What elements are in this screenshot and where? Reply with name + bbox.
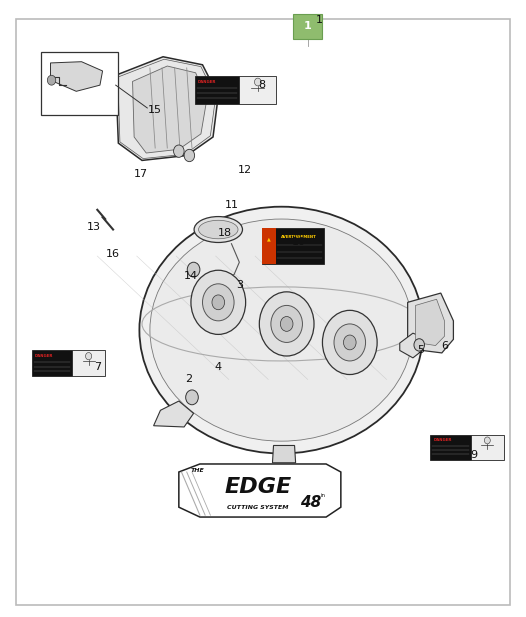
Polygon shape xyxy=(416,299,444,346)
Circle shape xyxy=(47,75,56,85)
Text: DANGER: DANGER xyxy=(198,80,216,84)
FancyBboxPatch shape xyxy=(32,350,72,376)
Polygon shape xyxy=(400,333,421,358)
Text: 3: 3 xyxy=(236,280,243,290)
Ellipse shape xyxy=(199,220,238,239)
FancyBboxPatch shape xyxy=(72,350,105,376)
FancyBboxPatch shape xyxy=(239,76,276,104)
Circle shape xyxy=(174,145,184,157)
Text: 10: 10 xyxy=(292,237,306,247)
Text: AVERTISSEMENT: AVERTISSEMENT xyxy=(281,235,317,239)
Circle shape xyxy=(187,262,200,277)
FancyBboxPatch shape xyxy=(262,228,276,264)
Text: in: in xyxy=(320,493,326,498)
Circle shape xyxy=(271,305,302,342)
Text: 11: 11 xyxy=(225,200,238,210)
Circle shape xyxy=(212,295,225,310)
Text: 8: 8 xyxy=(258,80,266,90)
Circle shape xyxy=(203,284,234,321)
FancyBboxPatch shape xyxy=(471,435,504,460)
Text: 1: 1 xyxy=(304,21,311,31)
Circle shape xyxy=(255,78,261,86)
Polygon shape xyxy=(272,445,296,463)
FancyBboxPatch shape xyxy=(262,228,324,264)
FancyBboxPatch shape xyxy=(430,435,471,460)
Circle shape xyxy=(191,270,246,334)
Text: 2: 2 xyxy=(185,375,192,384)
Circle shape xyxy=(343,335,356,350)
FancyBboxPatch shape xyxy=(41,52,118,115)
Text: DANGER: DANGER xyxy=(433,439,452,442)
Text: CUTTING SYSTEM: CUTTING SYSTEM xyxy=(227,505,288,510)
Circle shape xyxy=(414,339,424,351)
Text: EDGE: EDGE xyxy=(224,478,291,497)
Text: 9: 9 xyxy=(470,450,477,460)
Polygon shape xyxy=(408,293,453,353)
Text: 16: 16 xyxy=(106,249,120,259)
Text: 1: 1 xyxy=(316,15,323,25)
Circle shape xyxy=(184,149,195,162)
Text: 13: 13 xyxy=(87,222,100,232)
Circle shape xyxy=(86,352,92,360)
Text: 7: 7 xyxy=(94,362,101,372)
Text: 4: 4 xyxy=(215,362,222,372)
Text: 15: 15 xyxy=(148,105,162,115)
Text: EREPARTS: EREPARTS xyxy=(145,272,381,314)
Ellipse shape xyxy=(139,207,423,453)
Polygon shape xyxy=(154,401,194,427)
Circle shape xyxy=(259,292,314,356)
Text: 5: 5 xyxy=(417,346,424,355)
FancyBboxPatch shape xyxy=(293,14,322,39)
Ellipse shape xyxy=(194,217,242,242)
Polygon shape xyxy=(50,62,103,91)
Polygon shape xyxy=(116,57,218,160)
Circle shape xyxy=(322,310,377,375)
Circle shape xyxy=(186,390,198,405)
Circle shape xyxy=(280,317,293,331)
Polygon shape xyxy=(179,464,341,517)
Polygon shape xyxy=(133,66,207,153)
Text: ▲: ▲ xyxy=(267,236,271,241)
Circle shape xyxy=(334,324,366,361)
Text: THE: THE xyxy=(190,468,204,473)
Text: 18: 18 xyxy=(218,228,232,238)
Text: 14: 14 xyxy=(184,271,197,281)
Ellipse shape xyxy=(150,219,413,441)
Text: DANGER: DANGER xyxy=(35,354,53,358)
Text: 12: 12 xyxy=(238,165,251,175)
Text: 17: 17 xyxy=(134,169,148,179)
FancyBboxPatch shape xyxy=(195,76,239,104)
Text: 6: 6 xyxy=(441,341,448,350)
Circle shape xyxy=(484,437,490,444)
Text: 48: 48 xyxy=(300,495,321,510)
